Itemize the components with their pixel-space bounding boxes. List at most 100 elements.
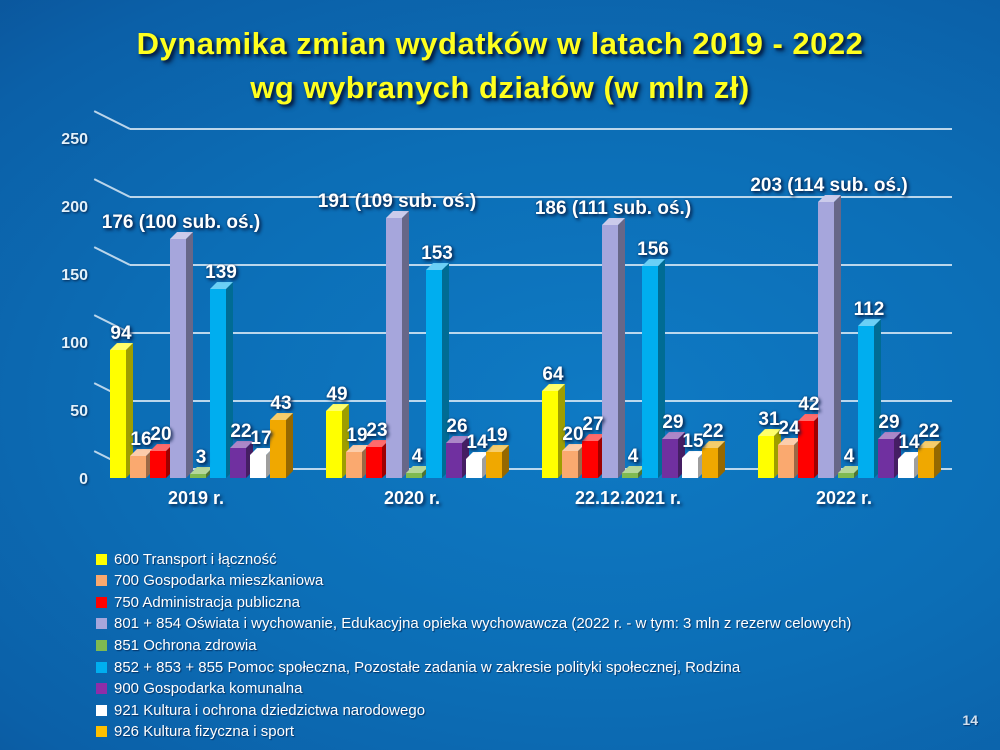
front-face <box>798 420 814 478</box>
bar <box>898 451 921 478</box>
front-face <box>426 269 442 478</box>
front-face <box>110 350 126 478</box>
category-label: 2022 r. <box>815 488 873 508</box>
front-face <box>346 452 362 478</box>
bar-value-label: 49 <box>326 384 348 406</box>
front-face <box>818 201 834 478</box>
legend-item: 801 + 854 Oświata i wychowanie, Edukacyj… <box>96 614 851 634</box>
legend-label: 852 + 853 + 855 Pomoc społeczna, Pozosta… <box>114 658 741 676</box>
bar <box>642 258 665 478</box>
front-face <box>270 419 286 478</box>
front-face <box>758 435 774 478</box>
front-face <box>878 438 894 478</box>
front-face <box>130 456 146 478</box>
front-face <box>366 446 382 478</box>
front-face <box>542 390 558 478</box>
bar <box>426 262 449 478</box>
front-face <box>446 442 462 478</box>
category-label: 2020 r. <box>383 488 441 508</box>
bar <box>818 194 841 478</box>
legend-item: 900 Gospodarka komunalna <box>96 679 302 699</box>
bar <box>230 441 253 478</box>
y-axis-tick-label: 250 <box>61 131 88 148</box>
bar-value-label: 16 <box>130 429 152 451</box>
front-face <box>778 445 794 478</box>
front-face <box>642 265 658 478</box>
bar <box>838 465 861 478</box>
category-label: 2019 r. <box>167 488 225 508</box>
bar <box>210 281 233 478</box>
y-axis-tick-label: 100 <box>61 335 88 352</box>
legend-swatch <box>96 683 107 695</box>
bar <box>270 412 293 478</box>
front-face <box>562 450 578 478</box>
legend-swatch <box>96 704 107 716</box>
slide-title: Dynamika zmian wydatków w latach 2019 - … <box>0 22 1000 110</box>
front-face <box>898 458 914 478</box>
front-face <box>602 225 618 478</box>
bar-value-label: 23 <box>366 419 388 441</box>
legend-label: 900 Gospodarka komunalna <box>114 680 303 698</box>
bar <box>366 439 389 478</box>
bar <box>582 434 605 478</box>
bar <box>602 218 625 478</box>
bar-value-label: 94 <box>110 323 132 345</box>
page-number: 14 <box>962 712 978 728</box>
front-face <box>190 473 206 478</box>
bar-value-label: 24 <box>778 418 800 440</box>
front-face <box>170 238 186 478</box>
bar-value-label: 22 <box>702 421 724 443</box>
bar-value-label: 4 <box>411 445 423 467</box>
bar-value-label: 203 (114 sub. oś.) <box>750 174 908 196</box>
legend-label: 926 Kultura fizyczna i sport <box>114 723 295 741</box>
legend-item: 852 + 853 + 855 Pomoc społeczna, Pozosta… <box>96 657 740 677</box>
bar-value-label: 64 <box>542 363 564 385</box>
bar <box>562 443 585 478</box>
bar <box>858 318 881 478</box>
bar <box>682 450 705 478</box>
legend-swatch <box>96 618 107 630</box>
front-face <box>858 325 874 478</box>
front-face <box>466 458 482 478</box>
front-face <box>326 411 342 478</box>
bar-value-label: 29 <box>878 411 900 433</box>
front-face <box>838 472 854 478</box>
bar <box>918 441 941 478</box>
legend-label: 700 Gospodarka mieszkaniowa <box>114 572 324 590</box>
y-axis-tick-label: 0 <box>79 471 88 488</box>
gridline-perspective-segment <box>93 110 131 130</box>
front-face <box>406 472 422 478</box>
bar-value-label: 42 <box>798 393 820 415</box>
legend-label: 600 Transport i łączność <box>114 550 277 568</box>
bar <box>446 435 469 478</box>
bar-value-label: 14 <box>466 431 488 453</box>
front-face <box>918 448 934 478</box>
front-face <box>622 472 638 478</box>
bar-value-label: 4 <box>627 445 639 467</box>
bar <box>326 404 349 478</box>
bar-value-label: 20 <box>562 423 584 445</box>
gridline-perspective-segment <box>93 246 131 266</box>
front-face <box>702 448 718 478</box>
gridline <box>130 332 952 334</box>
bar-value-label: 139 <box>205 261 237 283</box>
legend-label: 750 Administracja publiczna <box>114 593 300 611</box>
legend-item: 700 Gospodarka mieszkaniowa <box>96 571 323 591</box>
bar <box>778 438 801 478</box>
legend-swatch <box>96 553 107 565</box>
front-face <box>210 288 226 478</box>
gridline <box>130 468 952 470</box>
gridline <box>130 400 952 402</box>
bar-value-label: 191 (109 sub. oś.) <box>317 191 477 213</box>
legend-item: 851 Ochrona zdrowia <box>96 635 257 655</box>
gridline <box>130 196 952 198</box>
legend-swatch <box>96 575 107 587</box>
front-face <box>250 454 266 478</box>
slide-title-line2: wg wybranych działów (w mln zł) <box>250 70 750 105</box>
gridline <box>130 264 952 266</box>
bar <box>150 443 173 478</box>
legend-label: 921 Kultura i ochrona dziedzictwa narodo… <box>114 701 426 719</box>
bar-value-label: 19 <box>346 425 368 447</box>
front-face <box>230 448 246 478</box>
